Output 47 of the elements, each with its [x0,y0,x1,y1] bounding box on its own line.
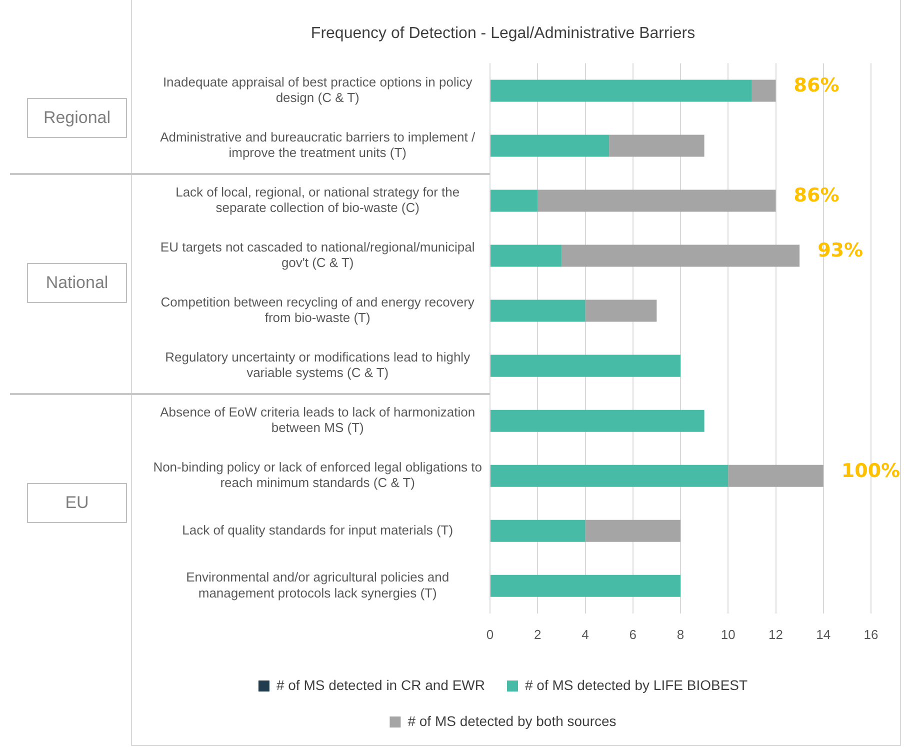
bar [538,190,776,212]
chart-title: Frequency of Detection - Legal/Administrative Barriers [310,25,696,42]
annotation: 86% [794,184,840,207]
bar [728,464,824,487]
x-tick-label: 2 [534,626,542,642]
bar [490,300,586,322]
x-tick-label: 0 [486,626,494,642]
bar [585,520,680,542]
x-tick-label: 14 [816,626,831,642]
bar [752,80,776,102]
x-tick-label: 10 [720,626,736,642]
bar [490,410,704,432]
annotation: 100% [841,460,900,482]
x-tick-label: 4 [582,626,589,642]
bar [490,464,728,487]
text: EU [27,483,127,524]
bar [561,244,800,267]
bar [490,244,562,267]
bar [490,134,610,157]
y-tick-label: Inadequate appraisal of best practice options in policy design (C & T) [162,74,473,106]
legend-label: # of MS detected by both sources [408,712,616,729]
y-tick-label: Lack of quality standards for input materials (T) [182,522,454,538]
y-tick-label: Administrative and bureaucratic barriers to implement / improve the treatment units (T) [160,130,476,160]
y-tick-label: EU targets not cascaded to national/regional/municipal gov't (C & T) [160,240,475,270]
bar [490,520,586,542]
bar [490,80,752,102]
annotation: 86% [794,74,840,97]
y-tick-label: Environmental and/or agricultural policies and management protocols lack synergies (T) [186,570,450,600]
y-tick-label: Lack of local, regional, or national strategy for the separate collection of bio-waste (C) [176,184,460,216]
text: National [27,263,127,304]
x-tick-label: 8 [676,626,684,642]
y-tick-label: Regulatory uncertainty or modifications lead to highly variable systems (C & T) [165,350,471,380]
annotation: 93% [818,240,864,262]
x-tick-label: 16 [864,626,878,642]
legend-label: # of MS detected in CR and EWR [276,676,486,693]
bar [609,134,704,157]
legend-label: # of MS detected by LIFE BIOBEST [524,676,748,693]
bar [585,300,657,322]
x-tick-label: 12 [768,626,783,642]
bar [490,190,538,212]
y-tick-label: Competition between recycling of and energy recovery from bio-waste (T) [160,294,475,326]
x-tick-label: 6 [629,626,636,642]
y-tick-label: Absence of EoW criteria leads to lack of harmonization between MS (T) [160,404,476,436]
bar [490,574,680,597]
bar [490,354,680,377]
text: Regional [27,98,127,138]
y-tick-label: Non-binding policy or lack of enforced legal obligations to reach minimum standards (C & T) [153,460,482,490]
